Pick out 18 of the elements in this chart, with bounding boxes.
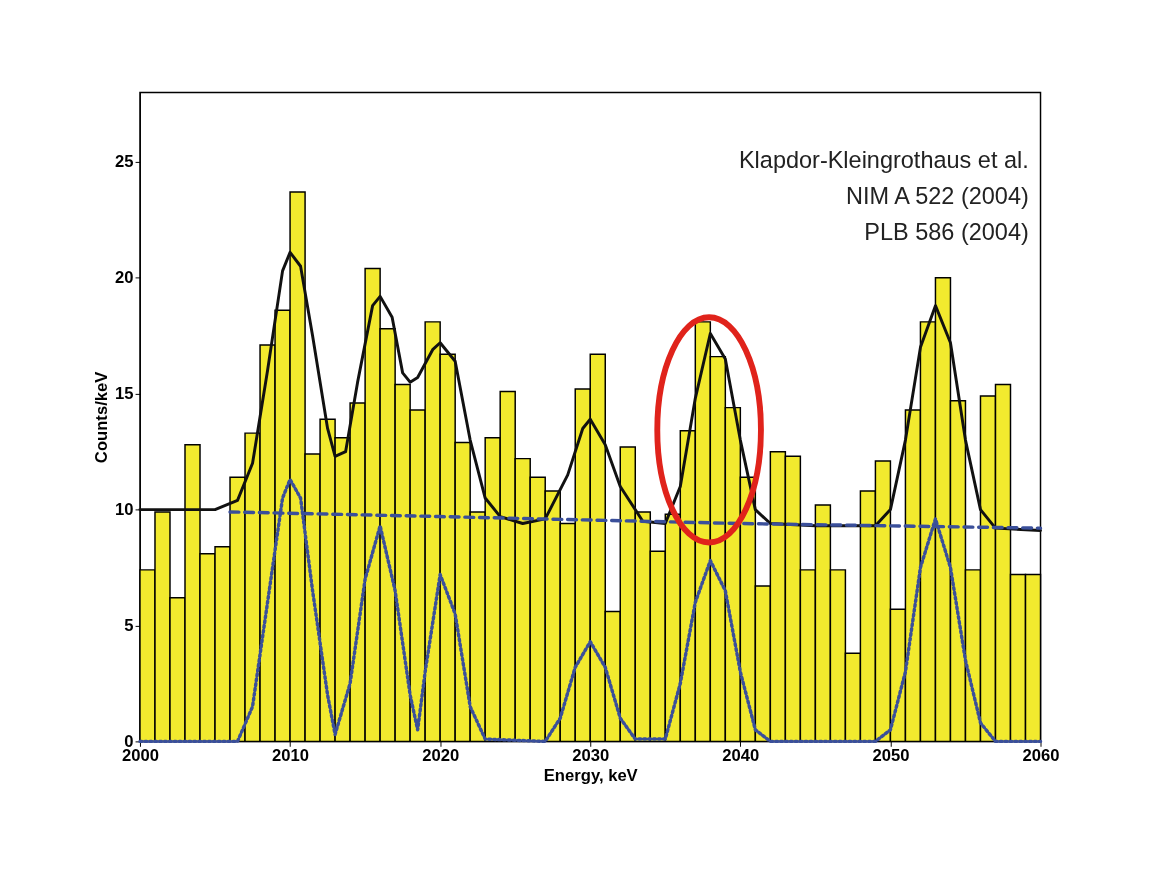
x-tick-label: 2010 (272, 746, 310, 766)
x-tick-label: 2000 (121, 746, 159, 766)
annotation: PLB 586 (2004) (864, 219, 1029, 246)
y-tick-label: 5 (124, 615, 134, 635)
y-tick-label: 20 (115, 268, 134, 288)
x-tick-label: 2030 (572, 746, 610, 766)
y-tick-label: 10 (115, 500, 134, 519)
x-tick-label: 2020 (422, 746, 460, 766)
x-axis-title: Energy, keV (543, 766, 638, 786)
line-series (138, 250, 1042, 532)
annotation: NIM A 522 (2004) (846, 183, 1029, 209)
y-tick-label: 15 (115, 384, 134, 404)
x-tick-label: 2060 (1022, 746, 1060, 766)
x-tick-label: 2050 (872, 746, 910, 766)
y-axis-title: Counts/keV (92, 371, 112, 464)
y-tick-label: 25 (115, 152, 134, 172)
x-tick-label: 2040 (722, 746, 760, 766)
annotation: Klapdor-Kleingrothaus et al. (738, 146, 1029, 173)
